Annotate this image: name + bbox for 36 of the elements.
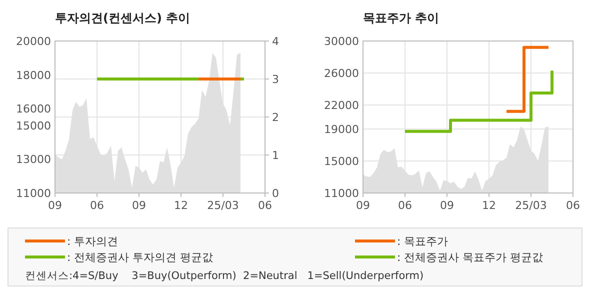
x-tick-label: 12: [482, 199, 496, 212]
chart-title: 목표주가 추이: [363, 11, 440, 25]
x-tick-label: 09: [440, 199, 454, 212]
y2-tick-label: 2: [272, 111, 279, 124]
x-tick-label: 06: [398, 199, 412, 212]
legend-label: : 전체증권사 투자의견 평균값: [67, 251, 214, 264]
y-tick-label: 20000: [16, 35, 51, 48]
legend-label: : 투자의견: [67, 235, 118, 248]
x-tick-label: 09: [356, 199, 370, 212]
x-tick-label: 09: [132, 199, 146, 212]
y2-tick-label: 4: [272, 35, 279, 48]
chart-title: 투자의견(컨센서스) 추이: [55, 11, 190, 25]
y2-tick-label: 3: [272, 73, 279, 86]
y-tick-label: 22000: [324, 99, 359, 112]
y-tick-label: 19000: [324, 123, 359, 136]
x-tick-label: 06: [566, 199, 580, 212]
legend-label: : 목표주가: [397, 235, 448, 248]
y-tick-label: 26000: [324, 67, 359, 80]
legend-label: : 전체증권사 목표주가 평균값: [397, 251, 544, 264]
x-tick-label: 09: [48, 199, 62, 212]
y2-tick-label: 0: [272, 187, 279, 200]
x-tick-label: 25/03: [515, 199, 547, 212]
y-tick-label: 18000: [16, 68, 51, 82]
x-tick-label: 12: [174, 199, 188, 212]
y-tick-label: 30000: [324, 35, 359, 48]
y-tick-label: 11000: [324, 187, 359, 200]
x-tick-label: 06: [258, 199, 272, 212]
x-tick-label: 06: [90, 199, 104, 212]
y-tick-label: 15000: [16, 119, 51, 132]
y-tick-label: 13000: [16, 153, 51, 166]
y-tick-label: 16000: [16, 102, 51, 116]
text: 컨센서스:4=S/Buy 3=Buy(Outperform) 2=Neutral 1=Sell(Underperform): [25, 270, 424, 282]
y2-tick-label: 1: [272, 149, 279, 162]
x-tick-label: 25/03: [207, 199, 239, 212]
y-tick-label: 11000: [16, 187, 51, 200]
y-tick-label: 15000: [324, 155, 359, 168]
